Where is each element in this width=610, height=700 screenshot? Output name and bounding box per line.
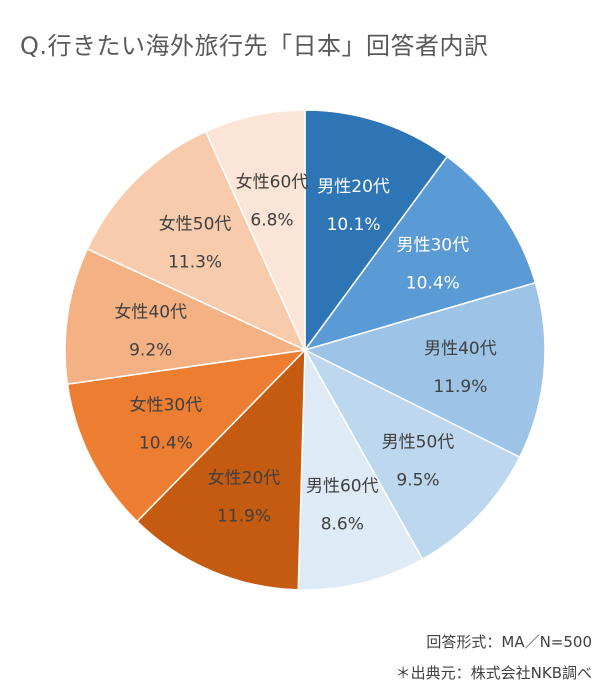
slice-value-label: 9.2% <box>129 340 172 360</box>
slice-category-label: 男性50代 <box>382 433 455 453</box>
pie-slice <box>66 348 308 523</box>
slice-value-label: 11.3% <box>168 252 222 272</box>
slice-category-label: 男性20代 <box>317 177 390 197</box>
slice-category-label: 女性50代 <box>159 214 232 234</box>
slice-value-label: 11.9% <box>217 507 271 527</box>
answer-format-note: 回答形式：MA／N=500 <box>426 633 592 651</box>
pie-slice <box>304 109 449 353</box>
pie-slice <box>303 348 521 561</box>
pie-slice <box>303 155 537 352</box>
slice-category-label: 男性60代 <box>306 477 379 497</box>
slice-category-label: 女性30代 <box>130 396 203 416</box>
slice-category-label: 女性40代 <box>114 302 187 322</box>
slice-value-label: 10.4% <box>406 274 460 294</box>
slice-value-label: 10.4% <box>139 434 193 454</box>
pie-slice <box>64 247 308 386</box>
slice-category-label: 男性30代 <box>396 236 469 256</box>
slice-category-label: 男性40代 <box>424 339 497 359</box>
chart-title: Q.行きたい海外旅行先「日本」回答者内訳 <box>20 32 489 60</box>
source-note: ＊出典元：株式会社NKB調べ <box>395 664 592 682</box>
pie-slice <box>204 109 306 351</box>
slice-value-label: 9.5% <box>396 471 439 491</box>
slice-value-label: 11.9% <box>433 377 487 397</box>
slice-value-label: 6.8% <box>250 211 293 231</box>
pie-slice <box>302 281 546 459</box>
slice-category-label: 女性60代 <box>236 173 309 193</box>
slice-category-label: 女性20代 <box>208 469 281 489</box>
pie-slice <box>297 347 424 591</box>
pie-slice <box>86 130 307 352</box>
pie-slice <box>135 348 306 591</box>
slice-value-label: 10.1% <box>327 215 381 235</box>
slice-value-label: 8.6% <box>321 515 364 535</box>
